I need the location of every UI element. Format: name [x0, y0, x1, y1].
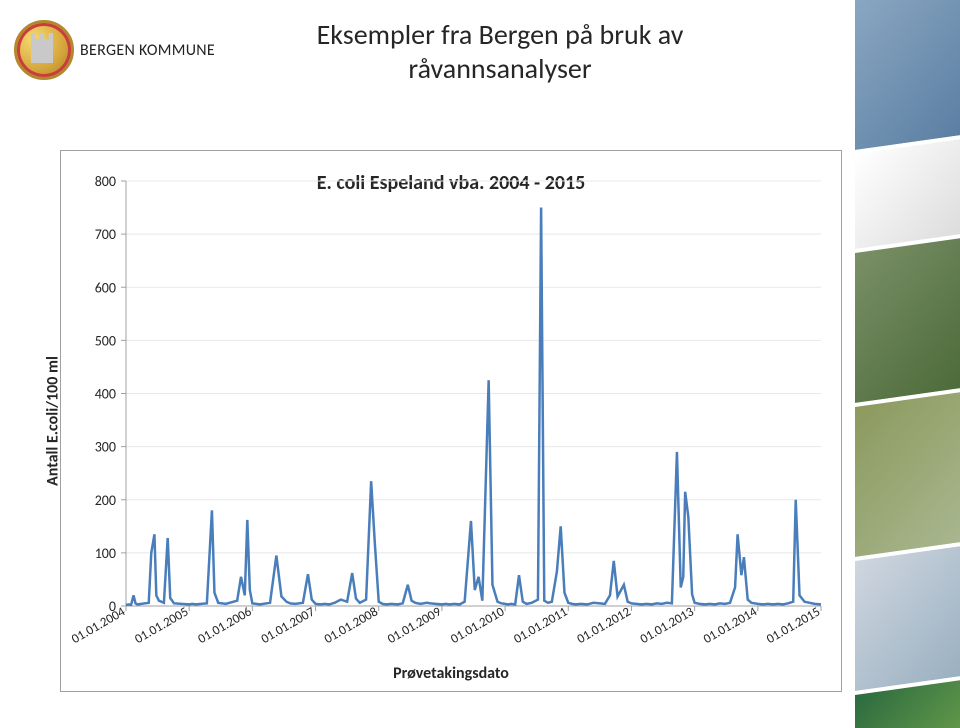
- svg-text:01.01.2014: 01.01.2014: [701, 604, 760, 647]
- title-line-2: råvannsanalyser: [220, 52, 780, 86]
- svg-text:800: 800: [95, 173, 116, 190]
- svg-text:01.01.2011: 01.01.2011: [511, 604, 570, 647]
- svg-text:100: 100: [95, 545, 116, 562]
- svg-text:01.01.2013: 01.01.2013: [638, 604, 697, 647]
- svg-text:01.01.2008: 01.01.2008: [322, 604, 381, 647]
- plot-area: 010020030040050060070080001.01.200401.01…: [126, 181, 821, 606]
- chart-container: E. coli Espeland vba. 2004 - 2015 Antall…: [60, 150, 842, 692]
- slide-title: Eksempler fra Bergen på bruk av råvannsa…: [220, 18, 780, 85]
- slide: BERGEN KOMMUNE Eksempler fra Bergen på b…: [0, 0, 960, 728]
- org-name: BERGEN KOMMUNE: [80, 41, 215, 60]
- side-photo: [855, 0, 960, 154]
- svg-text:01.01.2007: 01.01.2007: [259, 604, 318, 647]
- svg-text:01.01.2004: 01.01.2004: [69, 604, 128, 647]
- side-photo: [855, 238, 960, 407]
- svg-text:300: 300: [95, 439, 116, 456]
- title-line-1: Eksempler fra Bergen på bruk av: [220, 18, 780, 52]
- x-axis-label: Prøvetakingsdato: [61, 664, 841, 683]
- svg-text:700: 700: [95, 226, 116, 243]
- y-axis-label: Antall E.coli/100 ml: [44, 356, 63, 486]
- side-image-strip: [855, 0, 960, 728]
- svg-text:200: 200: [95, 492, 116, 509]
- svg-text:01.01.2006: 01.01.2006: [196, 604, 255, 647]
- svg-text:01.01.2005: 01.01.2005: [132, 604, 191, 647]
- svg-text:400: 400: [95, 386, 116, 403]
- side-photo: [855, 546, 960, 695]
- svg-text:01.01.2010: 01.01.2010: [448, 604, 507, 647]
- line-chart-svg: 010020030040050060070080001.01.200401.01…: [126, 181, 821, 606]
- svg-text:01.01.2009: 01.01.2009: [385, 604, 444, 647]
- svg-text:600: 600: [95, 279, 116, 296]
- svg-text:500: 500: [95, 332, 116, 349]
- crest-icon: [14, 20, 74, 80]
- side-photo: [855, 139, 960, 253]
- svg-text:01.01.2012: 01.01.2012: [575, 604, 634, 647]
- org-logo: BERGEN KOMMUNE: [14, 20, 215, 80]
- svg-text:01.01.2015: 01.01.2015: [764, 604, 823, 647]
- side-photo: [855, 392, 960, 561]
